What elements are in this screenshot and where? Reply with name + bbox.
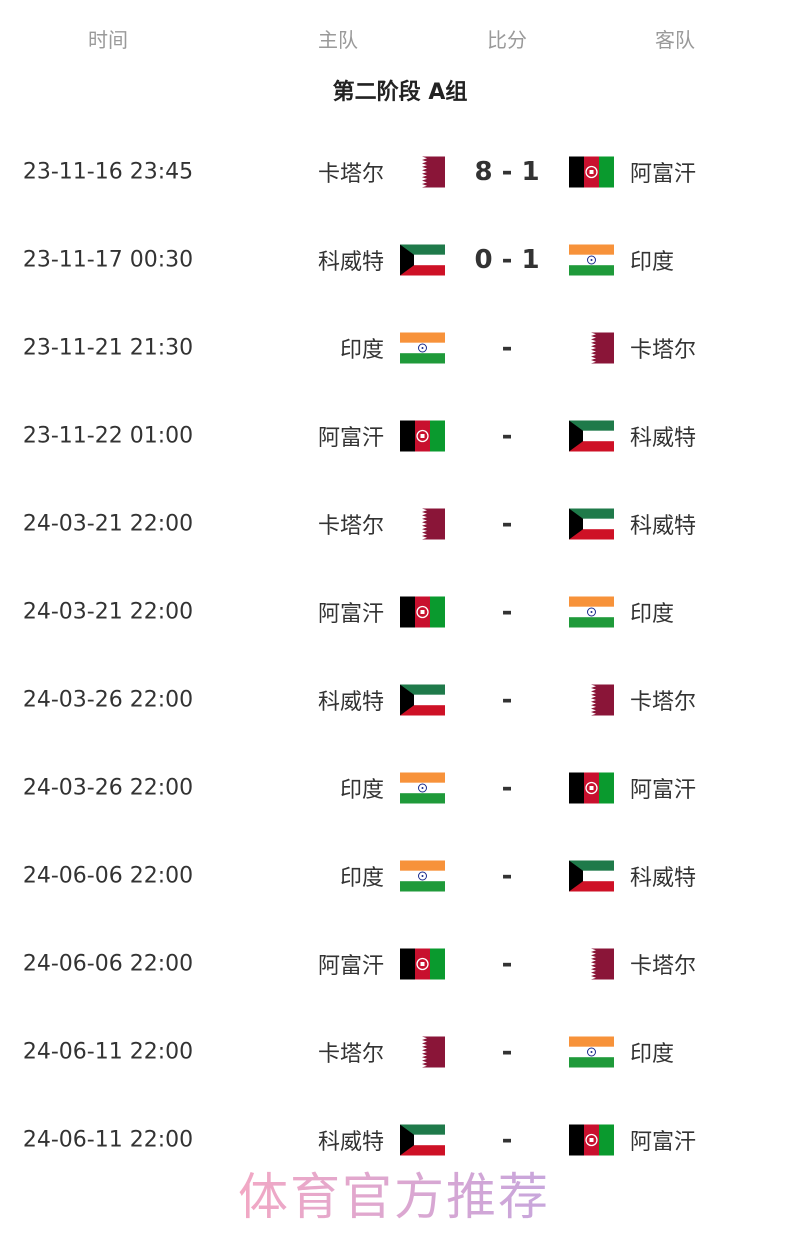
afghanistan-flag-icon (400, 596, 445, 628)
kuwait-flag-icon (569, 860, 614, 892)
away-team-name: 阿富汗 (630, 162, 697, 187)
away-team-name: 印度 (630, 1042, 675, 1067)
away-team-name: 卡塔尔 (630, 954, 697, 979)
match-score: - (501, 949, 513, 979)
match-score: - (501, 333, 513, 363)
qatar-flag-icon (400, 156, 445, 188)
away-team-name: 科威特 (630, 866, 697, 891)
match-time: 24-03-26 22:00 (22, 687, 194, 713)
home-team-name: 卡塔尔 (317, 1042, 384, 1067)
qatar-flag-icon (400, 1036, 445, 1068)
away-team-name: 印度 (630, 602, 675, 627)
match-row[interactable]: 23-11-17 00:30 科威特 0 - 1 印度 (0, 216, 800, 304)
kuwait-flag-icon (400, 684, 445, 716)
kuwait-flag-icon (400, 1124, 445, 1156)
india-flag-icon (569, 1036, 614, 1068)
match-score: - (501, 421, 513, 451)
match-score: 0 - 1 (474, 245, 540, 275)
afghanistan-flag-icon (400, 948, 445, 980)
match-row[interactable]: 24-06-11 22:00 科威特 - 阿富汗 (0, 1096, 800, 1184)
group-title: 第二阶段 A组 (332, 80, 468, 105)
kuwait-flag-icon (569, 508, 614, 540)
away-team-name: 印度 (630, 250, 675, 275)
home-team-name: 卡塔尔 (317, 162, 384, 187)
match-time: 24-06-06 22:00 (22, 863, 194, 889)
away-team-name: 卡塔尔 (630, 690, 697, 715)
match-score: - (501, 509, 513, 539)
match-time: 24-06-11 22:00 (22, 1039, 194, 1065)
home-team-name: 科威特 (317, 690, 384, 715)
match-score: - (501, 1125, 513, 1155)
away-team-name: 科威特 (630, 514, 697, 539)
india-flag-icon (569, 596, 614, 628)
away-team-name: 卡塔尔 (630, 338, 697, 363)
match-time: 24-06-11 22:00 (22, 1127, 194, 1153)
away-team-name: 阿富汗 (630, 778, 697, 803)
match-score: - (501, 773, 513, 803)
home-team-name: 阿富汗 (317, 954, 384, 979)
india-flag-icon (400, 860, 445, 892)
header-score: 比分 (487, 28, 527, 52)
match-time: 23-11-17 00:30 (22, 247, 194, 273)
home-team-name: 阿富汗 (317, 426, 384, 451)
afghanistan-flag-icon (569, 156, 614, 188)
header-home: 主队 (318, 28, 358, 52)
match-row[interactable]: 24-03-26 22:00 印度 - 阿富汗 (0, 744, 800, 832)
header-away: 客队 (655, 28, 695, 52)
match-row[interactable]: 24-06-11 22:00 卡塔尔 - 印度 (0, 1008, 800, 1096)
match-score: - (501, 685, 513, 715)
kuwait-flag-icon (400, 244, 445, 276)
match-score: - (501, 597, 513, 627)
match-time: 23-11-21 21:30 (22, 335, 194, 361)
match-row[interactable]: 23-11-22 01:00 阿富汗 - 科威特 (0, 392, 800, 480)
match-row[interactable]: 24-06-06 22:00 印度 - 科威特 (0, 832, 800, 920)
match-time: 24-03-21 22:00 (22, 599, 194, 625)
home-team-name: 印度 (339, 338, 384, 363)
match-row[interactable]: 24-03-21 22:00 卡塔尔 - 科威特 (0, 480, 800, 568)
india-flag-icon (569, 244, 614, 276)
home-team-name: 卡塔尔 (317, 514, 384, 539)
afghanistan-flag-icon (400, 420, 445, 452)
match-score: - (501, 861, 513, 891)
match-row[interactable]: 24-03-21 22:00 阿富汗 - 印度 (0, 568, 800, 656)
home-team-name: 印度 (339, 866, 384, 891)
match-score: - (501, 1037, 513, 1067)
match-row[interactable]: 24-03-26 22:00 科威特 - 卡塔尔 (0, 656, 800, 744)
qatar-flag-icon (569, 332, 614, 364)
away-team-name: 阿富汗 (630, 1130, 697, 1155)
match-row[interactable]: 23-11-21 21:30 印度 - 卡塔尔 (0, 304, 800, 392)
qatar-flag-icon (569, 948, 614, 980)
match-time: 24-06-06 22:00 (22, 951, 194, 977)
home-team-name: 阿富汗 (317, 602, 384, 627)
afghanistan-flag-icon (569, 1124, 614, 1156)
home-team-name: 印度 (339, 778, 384, 803)
afghanistan-flag-icon (569, 772, 614, 804)
qatar-flag-icon (400, 508, 445, 540)
match-row[interactable]: 24-06-06 22:00 阿富汗 - 卡塔尔 (0, 920, 800, 1008)
match-row[interactable]: 23-11-16 23:45 卡塔尔 8 - 1 阿富汗 (0, 128, 800, 216)
match-time: 24-03-21 22:00 (22, 511, 194, 537)
match-time: 23-11-16 23:45 (22, 159, 194, 185)
match-score: 8 - 1 (474, 157, 540, 187)
qatar-flag-icon (569, 684, 614, 716)
home-team-name: 科威特 (317, 1130, 384, 1155)
match-time: 24-03-26 22:00 (22, 775, 194, 801)
match-time: 23-11-22 01:00 (22, 423, 194, 449)
india-flag-icon (400, 772, 445, 804)
home-team-name: 科威特 (317, 250, 384, 275)
kuwait-flag-icon (569, 420, 614, 452)
away-team-name: 科威特 (630, 426, 697, 451)
header-time: 时间 (88, 28, 128, 52)
india-flag-icon (400, 332, 445, 364)
